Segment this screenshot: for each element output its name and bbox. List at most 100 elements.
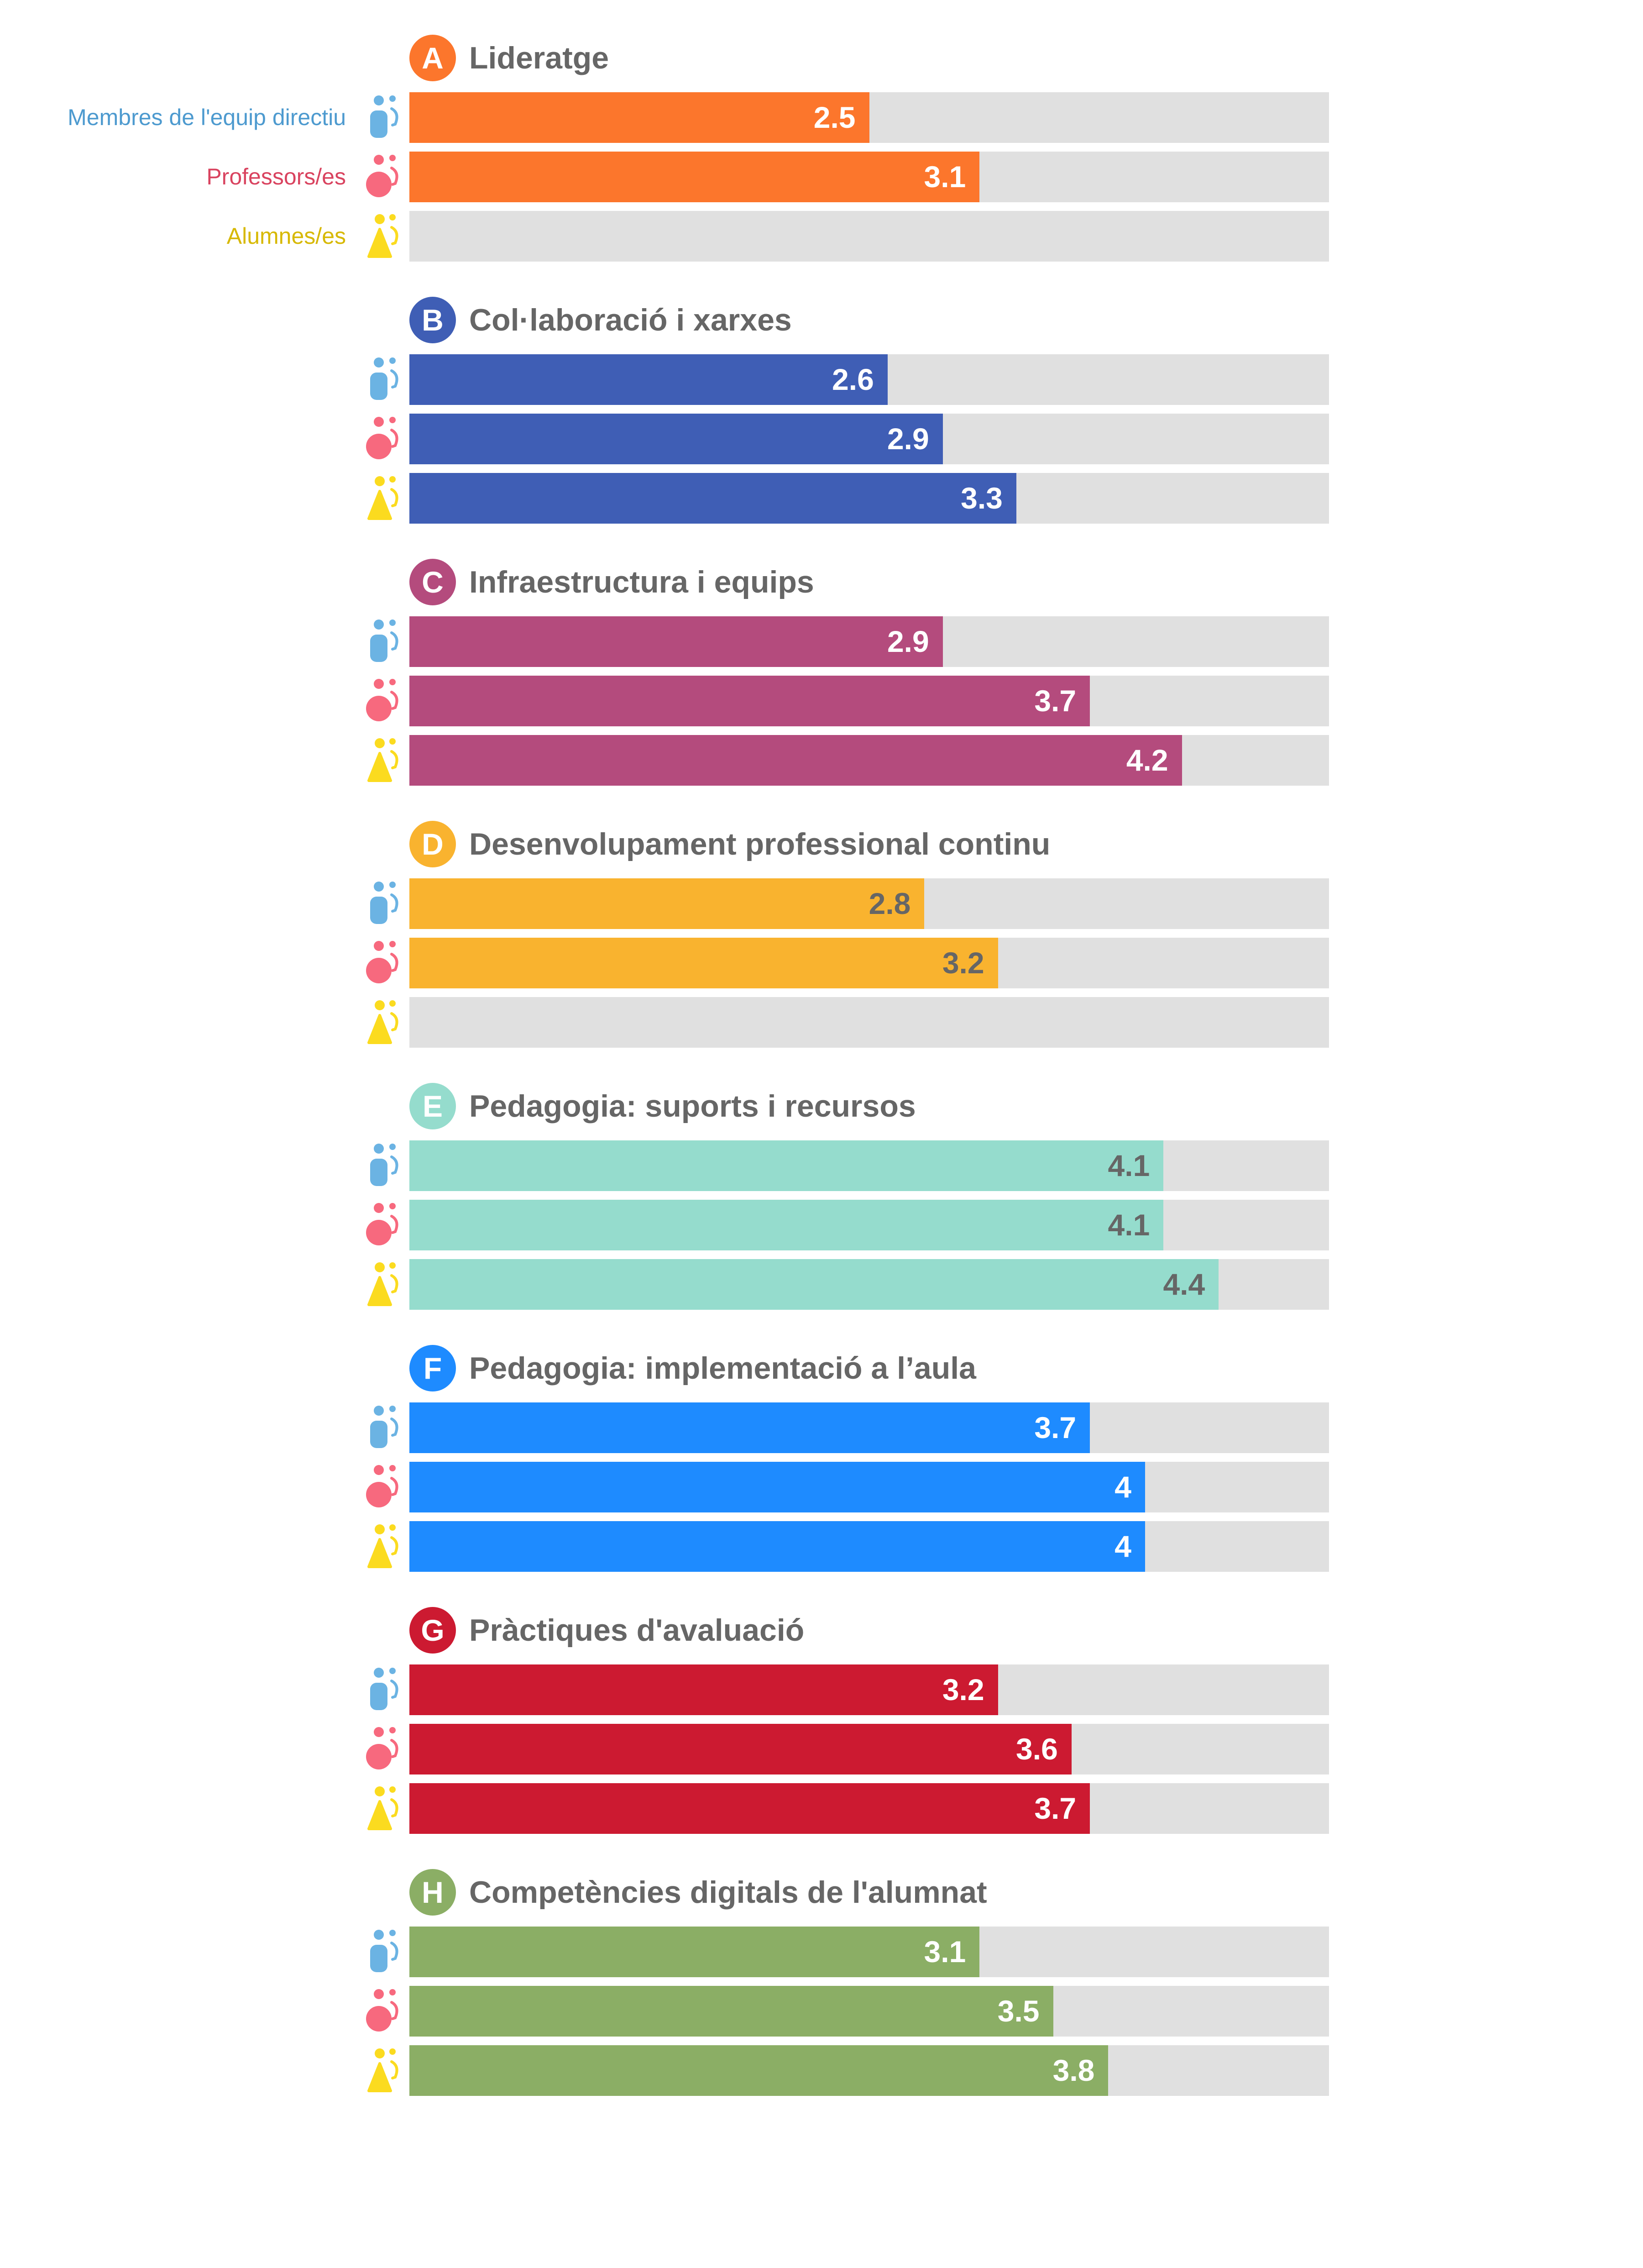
staff-icon [356,878,402,929]
category-letter-badge: F [409,1345,456,1391]
bar: 3.1 [409,152,980,202]
bar-track [409,211,1329,262]
teacher-icon [356,1986,402,2037]
teacher-icon [356,414,402,464]
bar-track: 3.7 [409,1402,1329,1453]
bar-track: 4 [409,1462,1329,1512]
bar-track [409,997,1329,1048]
bar-value-label: 3.1 [924,160,966,194]
bar-value-label: 4.2 [1126,743,1168,777]
category-title: Pràctiques d'avaluació [469,1613,805,1648]
student-icon [356,735,402,786]
bar-track: 2.9 [409,414,1329,464]
bar: 3.3 [409,473,1016,524]
teacher-icon [356,1462,402,1512]
bar-value-label: 3.7 [1034,1791,1077,1825]
category-letter-badge: C [409,559,456,605]
student-icon [356,211,402,262]
bar: 3.1 [409,1927,980,1977]
bar: 3.8 [409,2045,1109,2096]
bar: 2.8 [409,878,925,929]
bar: 3.5 [409,1986,1053,2037]
student-icon [356,1521,402,1572]
bar-value-label: 4 [1115,1470,1131,1504]
bar-track: 2.9 [409,616,1329,667]
teacher-icon [356,1200,402,1250]
bar-value-label: 4.1 [1108,1208,1150,1242]
bar-track: 3.5 [409,1986,1329,2037]
bar: 2.5 [409,92,869,143]
bar-track: 2.5 [409,92,1329,143]
bar: 3.7 [409,1783,1090,1834]
student-icon [356,2045,402,2096]
bar: 2.6 [409,354,888,405]
category-g: G Pràctiques d'avaluació 3.2 3.6 3.7 [0,1607,1643,1863]
staff-icon [356,1927,402,1977]
bar: 3.2 [409,938,998,988]
bar-value-label: 2.8 [869,887,911,920]
bar: 4.1 [409,1200,1164,1250]
legend-label: Professors/es [206,164,346,189]
category-d: D Desenvolupament professional continu 2.… [0,821,1643,1076]
legend-label: Membres de l'equip directiu [68,105,346,130]
category-title: Col·laboració i xarxes [469,303,792,337]
staff-icon [356,1140,402,1191]
category-h: H Competències digitals de l'alumnat 3.1 3… [0,1869,1643,2125]
category-letter-badge: G [409,1607,456,1654]
category-c: C Infraestructura i equips 2.9 3.7 4.2 [0,559,1643,814]
bar-value-label: 3.8 [1052,2053,1095,2087]
category-title: Lideratge [469,41,609,75]
bar: 2.9 [409,616,943,667]
category-title: Pedagogia: suports i recursos [469,1089,916,1124]
bar-track: 2.6 [409,354,1329,405]
staff-icon [356,616,402,667]
bar: 4 [409,1462,1145,1512]
bar-track: 3.2 [409,938,1329,988]
category-letter-badge: A [409,35,456,81]
teacher-icon [356,1724,402,1774]
bar-value-label: 3.6 [1016,1732,1058,1766]
bar-track: 4 [409,1521,1329,1572]
bar-value-label: 3.7 [1034,1411,1077,1444]
category-title: Desenvolupament professional continu [469,827,1051,861]
bar: 4.4 [409,1259,1219,1310]
bar-value-label: 2.9 [887,625,929,658]
bar-track: 3.3 [409,473,1329,524]
bar: 4.2 [409,735,1182,786]
category-e: E Pedagogia: suports i recursos 4.1 4.1 4.4 [0,1083,1643,1339]
bar-track: 4.2 [409,735,1329,786]
bar-value-label: 4.4 [1163,1267,1205,1301]
bar-value-label: 4 [1115,1529,1131,1563]
bar-track: 2.8 [409,878,1329,929]
category-letter-badge: H [409,1869,456,1916]
bar-track: 3.1 [409,1927,1329,1977]
category-title: Competències digitals de l'alumnat [469,1875,987,1910]
bar: 2.9 [409,414,943,464]
category-letter-badge: D [409,821,456,867]
teacher-icon [356,676,402,726]
teacher-icon [356,152,402,202]
student-icon [356,1783,402,1834]
bar-value-label: 3.3 [961,481,1003,515]
legend-label: Alumnes/es [226,223,346,249]
bar-track: 3.6 [409,1724,1329,1774]
category-title: Infraestructura i equips [469,565,814,599]
bar-track: 4.1 [409,1200,1329,1250]
staff-icon [356,92,402,143]
bar-track: 4.4 [409,1259,1329,1310]
bar-value-label: 3.5 [997,1994,1040,2028]
bar-value-label: 2.6 [832,362,874,396]
teacher-icon [356,938,402,988]
bar: 4.1 [409,1140,1164,1191]
bar-value-label: 2.5 [813,100,856,134]
bar-value-label: 3.7 [1034,684,1077,718]
category-f: F Pedagogia: implementació a l’aula 3.7 4 4 [0,1345,1643,1601]
bar-value-label: 3.2 [942,946,984,980]
bar-value-label: 2.9 [887,422,929,456]
staff-icon [356,354,402,405]
category-letter-badge: E [409,1083,456,1129]
bar-track: 3.1 [409,152,1329,202]
category-letter-badge: B [409,297,456,343]
bar: 3.7 [409,1402,1090,1453]
bar: 3.2 [409,1664,998,1715]
